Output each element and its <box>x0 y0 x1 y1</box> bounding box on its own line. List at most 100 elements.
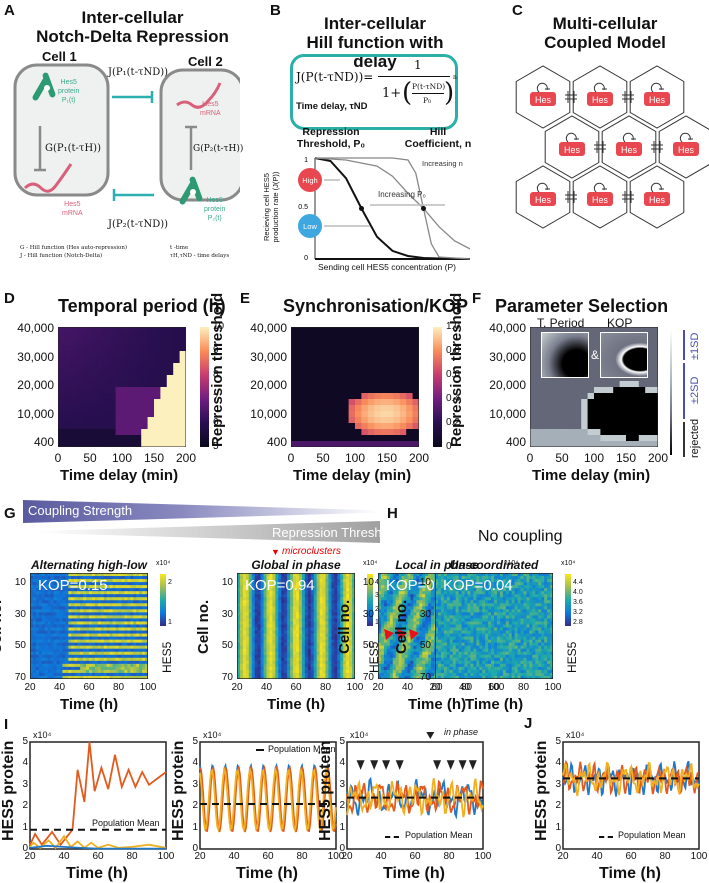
F-cell <box>613 393 620 400</box>
kymograph-cell <box>255 640 258 643</box>
kymograph-cell <box>246 609 249 612</box>
kymograph-cell <box>258 652 261 655</box>
kymograph-cell <box>284 646 287 649</box>
kymograph-cell <box>139 628 142 631</box>
kymograph-cell <box>264 658 267 661</box>
kymograph-cell <box>320 664 323 667</box>
kymograph-cell <box>92 670 95 673</box>
kymograph-cell <box>272 673 275 676</box>
kymograph-cell <box>252 597 255 600</box>
F-cell <box>613 411 620 418</box>
kymograph-cell <box>296 609 299 612</box>
E-cell <box>291 405 298 412</box>
E-cell <box>374 393 381 400</box>
D-cell <box>154 351 161 358</box>
kymograph-cell <box>346 591 349 594</box>
kymograph-cell <box>110 621 113 624</box>
kymograph-cell <box>290 652 293 655</box>
kymograph-cell <box>269 640 272 643</box>
kymograph-cell <box>290 661 293 664</box>
kymograph-cell <box>139 600 142 603</box>
kymograph-cell <box>311 603 314 606</box>
kymograph-cell <box>116 643 119 646</box>
kymograph-cell <box>136 673 139 676</box>
kymograph-cell <box>113 585 116 588</box>
D-cell <box>180 375 186 382</box>
kymograph-cell <box>86 631 89 634</box>
kymograph-cell <box>136 628 139 631</box>
kymograph-cell <box>331 594 334 597</box>
kymograph-cell <box>104 658 107 661</box>
kymograph-cell <box>95 615 98 618</box>
kymograph-cell <box>77 609 80 612</box>
kymograph-cell <box>101 600 104 603</box>
D-cell <box>96 327 103 334</box>
kymograph-cell <box>142 637 145 640</box>
kymograph-cell <box>127 667 130 670</box>
kymograph-cell <box>252 624 255 627</box>
kymograph-cell <box>42 655 45 658</box>
kymograph-cell <box>264 670 267 673</box>
kymograph-cell <box>267 661 270 664</box>
kymograph-cell <box>252 612 255 615</box>
kymograph-cell <box>284 600 287 603</box>
kymograph-cell <box>299 612 302 615</box>
kymograph-cell <box>261 664 264 667</box>
kymograph-cell <box>311 640 314 643</box>
E-ytick: 10,000 <box>243 407 287 421</box>
kymograph-cell <box>261 655 264 658</box>
kymograph-cell <box>305 634 308 637</box>
D-cell <box>116 327 123 334</box>
E-cell <box>291 345 298 352</box>
E-cell <box>349 429 356 436</box>
inset-period-map <box>541 332 589 378</box>
kymograph-cell <box>340 576 343 579</box>
kymograph-cell <box>302 664 305 667</box>
E-cell <box>317 333 324 340</box>
E-cell <box>368 357 375 364</box>
kymograph-cell <box>130 628 133 631</box>
kymograph-cell <box>328 643 331 646</box>
kymograph-cell <box>278 658 281 661</box>
kymograph-cell <box>136 585 139 588</box>
kymograph-cell <box>343 591 346 594</box>
F-cell <box>626 423 633 430</box>
kymograph-cell <box>340 585 343 588</box>
E-ylabel: Repression threshold <box>209 293 226 447</box>
kymograph-cell <box>71 600 74 603</box>
D-cell <box>141 441 148 447</box>
E-cell <box>374 435 381 442</box>
E-ytick: 20,000 <box>243 378 287 392</box>
kymograph-cell <box>346 664 349 667</box>
kymograph-cell <box>104 667 107 670</box>
kymograph-cell <box>119 628 122 631</box>
D-xlabel: Time delay (min) <box>60 467 178 484</box>
kymograph-cell <box>45 597 48 600</box>
kymograph-cell <box>326 591 329 594</box>
F-cell <box>581 417 588 424</box>
kymograph-cell <box>328 600 331 603</box>
hill-midpoint-1 <box>359 206 364 211</box>
kymograph-cell <box>116 652 119 655</box>
kymograph-cell <box>36 649 39 652</box>
kymograph-cell <box>101 649 104 652</box>
kymograph-cell <box>133 634 136 637</box>
kymograph-cell <box>290 594 293 597</box>
E-cell <box>310 333 317 340</box>
kymograph-cell <box>299 621 302 624</box>
kymograph-cell <box>267 649 270 652</box>
D-cell <box>135 363 142 370</box>
kymograph-cell <box>133 628 136 631</box>
kymograph-cell <box>80 631 83 634</box>
E-cell <box>342 417 349 424</box>
kymograph-cell <box>326 673 329 676</box>
F-cell <box>556 423 563 430</box>
kymograph-cell <box>387 594 390 597</box>
F-cell <box>556 441 563 447</box>
kymograph-cell <box>113 658 116 661</box>
kymograph-cell <box>54 637 57 640</box>
kymograph-cell <box>36 658 39 661</box>
D-cell <box>109 387 116 394</box>
E-cell <box>297 423 304 430</box>
kymograph-cell <box>86 603 89 606</box>
